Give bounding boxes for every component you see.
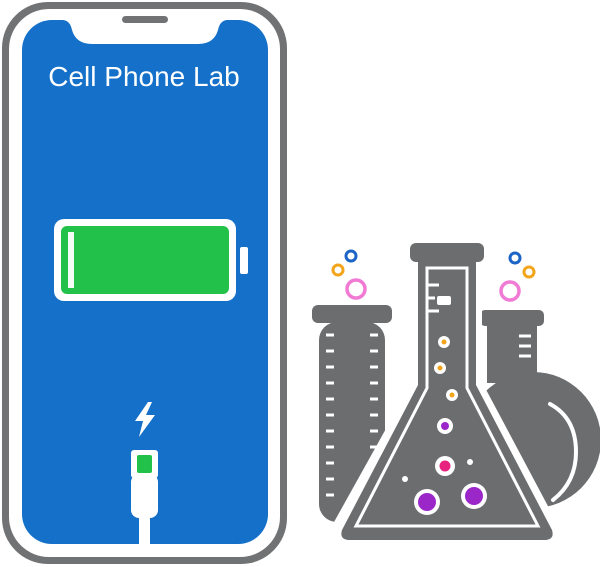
- bubbles-left: [331, 249, 367, 300]
- lab-glassware: [312, 238, 600, 540]
- phone-icon: Cell Phone Lab: [2, 2, 287, 564]
- lightning-bolt-icon: [135, 402, 155, 437]
- logo-title: Cell Phone Lab: [48, 61, 239, 92]
- charging-cable-icon: [131, 450, 158, 546]
- battery-terminal: [240, 247, 248, 274]
- bubbles-right: [499, 251, 536, 302]
- phone-notch: [62, 20, 228, 44]
- battery-fill: [61, 226, 229, 294]
- erlenmeyer-flask-icon: [324, 238, 566, 540]
- battery-icon: [54, 219, 248, 301]
- phone-speaker: [122, 16, 168, 23]
